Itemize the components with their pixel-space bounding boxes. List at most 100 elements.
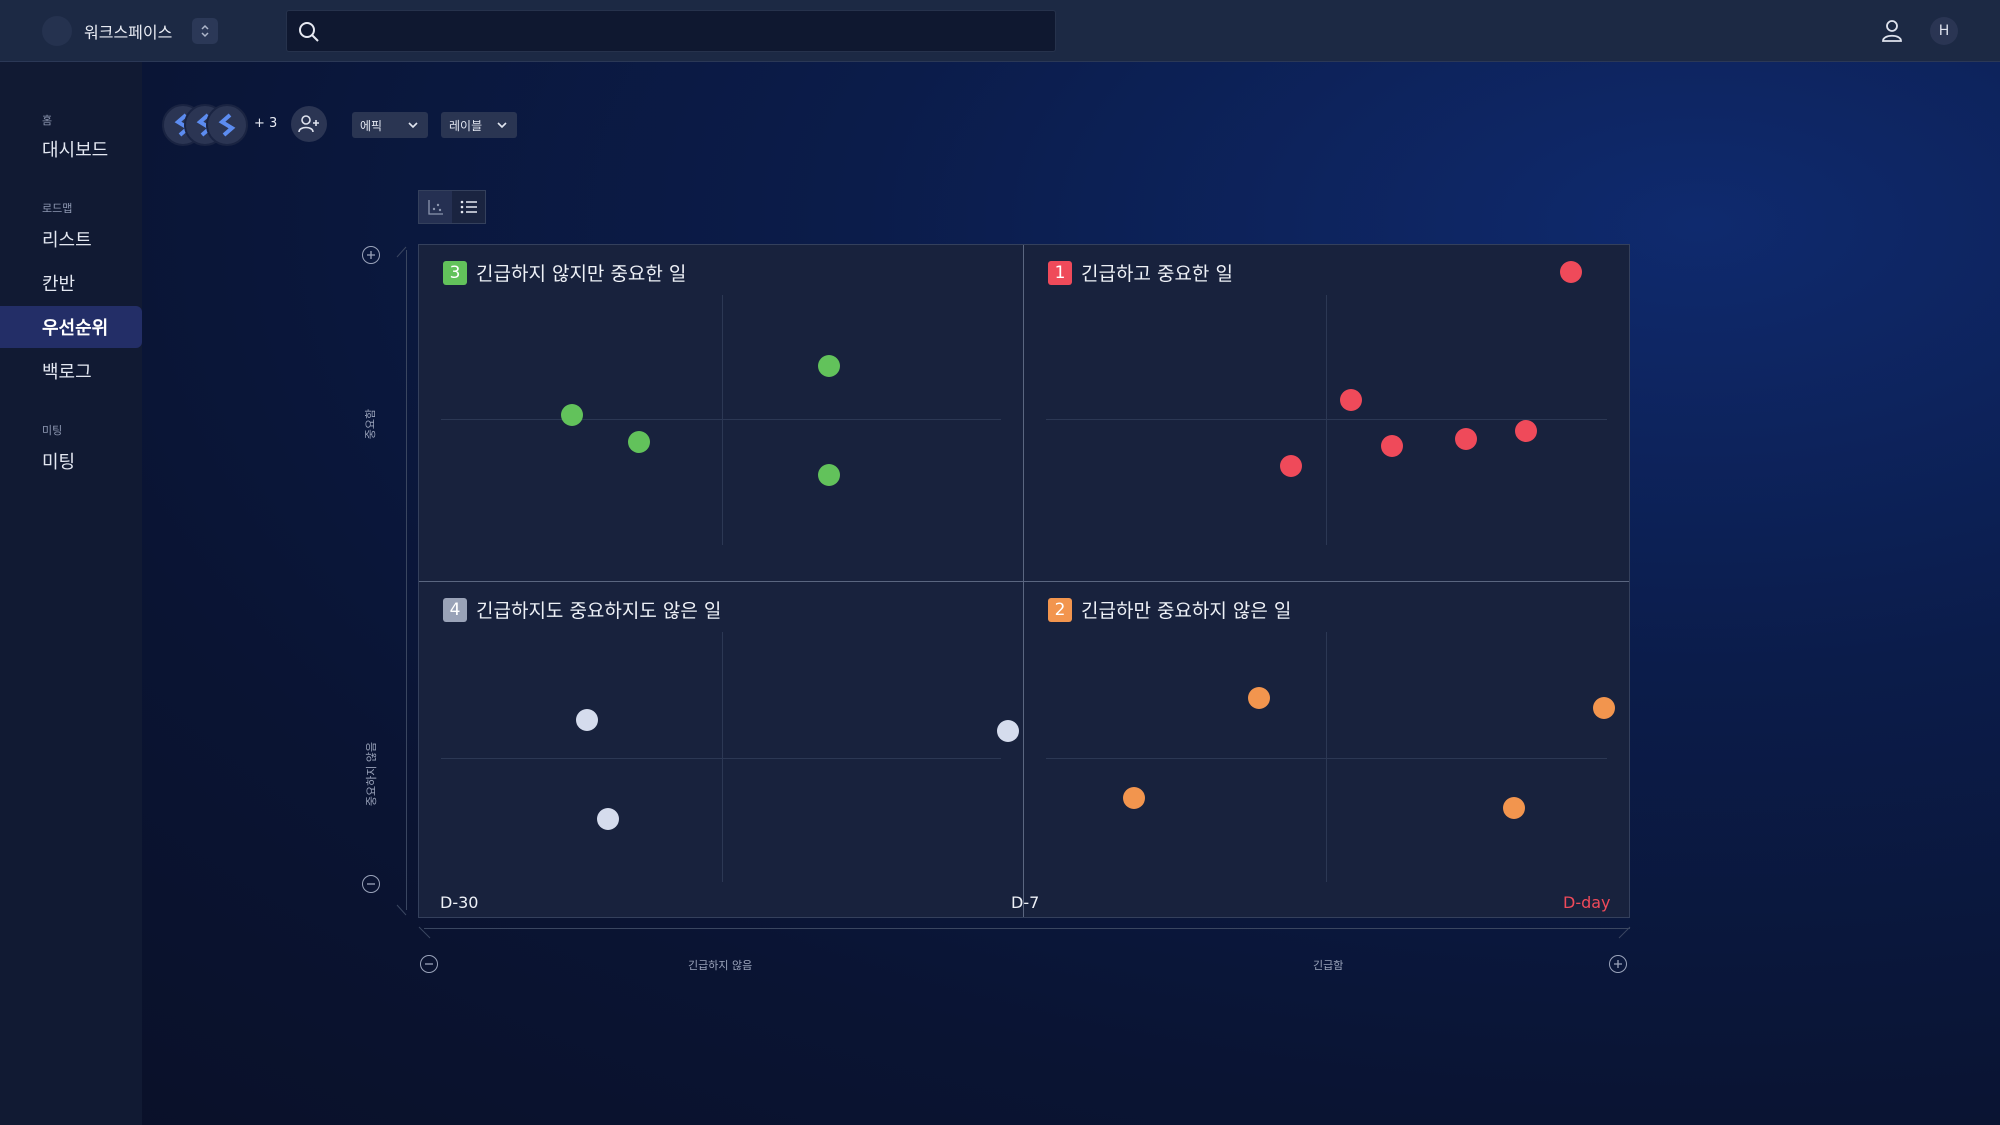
x-tick-dday: D-day [1563,893,1611,912]
task-dot[interactable] [1503,797,1525,819]
quadrant-title: 2 긴급하만 중요하지 않은 일 [1048,596,1291,623]
quadrant-title-text: 긴급하지 않지만 중요한 일 [476,263,687,285]
add-member-button[interactable] [291,106,327,142]
list-view-button[interactable] [452,191,485,223]
chevron-down-icon [408,122,418,129]
search-icon [299,22,319,42]
task-dot[interactable] [576,709,598,731]
add-user-icon [298,115,319,133]
x-axis-right-tick [1618,926,1631,939]
y-axis-line [406,250,407,910]
task-dot[interactable] [1248,687,1270,709]
x-tick-d7: D-7 [1011,893,1040,912]
grid-line [441,758,1001,759]
extra-members-count[interactable]: + 3 [254,116,278,131]
label-filter-label: 레이블 [449,118,483,133]
stripe-logo-icon [196,113,214,137]
grid-line [722,295,723,545]
nav-group-meeting: 미팅 [42,424,63,437]
y-axis-not-important-label: 중요하지 않음 [365,741,378,807]
x-axis-line [424,928,1630,929]
sidebar-item-meeting[interactable]: 미팅 [42,452,76,473]
workspace-avatar [42,16,72,46]
workspace-selector[interactable]: 워크스페이스 [42,16,219,46]
view-toggle [418,190,486,224]
task-dot[interactable] [1340,389,1362,411]
priority-matrix: 3 긴급하지 않지만 중요한 일 1 긴급하고 중요한 일 4 긴급하지도 중요… [418,244,1630,918]
scatter-chart-icon [427,200,443,215]
sidebar-item-priority[interactable]: 우선순위 [0,306,142,348]
x-axis-left-tick [418,926,431,939]
quadrant-title-text: 긴급하만 중요하지 않은 일 [1081,600,1292,622]
grid-line [722,632,723,882]
task-dot[interactable] [1280,455,1302,477]
x-axis-not-urgent-label: 긴급하지 않음 [688,959,753,972]
user-icon[interactable] [1878,17,1906,45]
task-dot[interactable] [818,355,840,377]
task-dot[interactable] [1515,420,1537,442]
quadrant-title: 1 긴급하고 중요한 일 [1048,259,1233,286]
zoom-out-x-button[interactable] [420,955,438,973]
plus-icon [367,251,375,259]
profile-avatar[interactable]: H [1930,17,1958,45]
stripe-logo-icon [218,113,236,137]
member-avatars[interactable] [162,104,272,146]
zoom-in-x-button[interactable] [1609,955,1627,973]
top-bar: 워크스페이스 H [0,0,2000,62]
scatter-view-button[interactable] [419,191,452,223]
minus-icon [425,963,433,965]
sidebar: 홈 대시보드 로드맵 리스트 칸반 우선순위 백로그 미팅 미팅 [0,62,142,1125]
task-dot[interactable] [1593,697,1615,719]
sidebar-item-kanban[interactable]: 칸반 [42,274,76,295]
task-dot[interactable] [1381,435,1403,457]
workspace-switch-button[interactable] [192,18,219,44]
grid-line [1326,632,1327,882]
zoom-out-y-button[interactable] [362,875,380,893]
quadrant-badge: 4 [443,597,467,622]
quadrant-urgent-important: 1 긴급하고 중요한 일 [1024,245,1629,581]
sidebar-item-backlog[interactable]: 백로그 [42,362,92,383]
zoom-in-y-button[interactable] [362,246,380,264]
minus-icon [367,883,375,885]
task-dot[interactable] [818,464,840,486]
quadrant-urgent-not-important: 2 긴급하만 중요하지 않은 일 [1024,582,1629,917]
sidebar-item-dashboard[interactable]: 대시보드 [42,140,109,161]
list-icon [460,200,477,214]
x-axis-urgent-label: 긴급함 [1313,959,1344,972]
epic-filter-dropdown[interactable]: 에픽 [352,112,428,138]
search-bar[interactable] [286,10,1056,52]
stripe-logo-icon [174,113,192,137]
task-dot[interactable] [1560,261,1582,283]
y-axis-bottom-tick [396,904,407,916]
quadrant-title-text: 긴급하지도 중요하지도 않은 일 [476,600,722,622]
quadrant-badge: 2 [1048,597,1072,622]
task-dot[interactable] [1455,428,1477,450]
nav-group-home: 홈 [42,114,53,127]
y-axis-top-tick [396,246,407,258]
chevron-down-icon [497,122,507,129]
chevron-up-down-icon [201,24,209,38]
avatar[interactable] [206,104,248,146]
task-dot[interactable] [561,404,583,426]
plus-icon [1614,960,1622,968]
epic-filter-label: 에픽 [360,118,383,133]
task-dot[interactable] [1123,787,1145,809]
sidebar-item-list[interactable]: 리스트 [42,230,92,251]
task-dot[interactable] [597,808,619,830]
quadrant-divider-horizontal [419,581,1629,582]
quadrant-badge: 1 [1048,260,1072,285]
quadrant-title: 3 긴급하지 않지만 중요한 일 [443,259,686,286]
y-axis-important-label: 중요함 [364,408,377,440]
workspace-name: 워크스페이스 [84,23,173,42]
quadrant-title: 4 긴급하지도 중요하지도 않은 일 [443,596,721,623]
task-dot[interactable] [997,720,1019,742]
quadrant-not-urgent-important: 3 긴급하지 않지만 중요한 일 [419,245,1023,581]
grid-line [1326,295,1327,545]
quadrant-title-text: 긴급하고 중요한 일 [1081,263,1233,285]
x-tick-d30: D-30 [440,893,479,912]
label-filter-dropdown[interactable]: 레이블 [441,112,517,138]
nav-group-roadmap: 로드맵 [42,202,73,215]
grid-line [441,419,1001,420]
quadrant-neither: 4 긴급하지도 중요하지도 않은 일 [419,582,1023,917]
task-dot[interactable] [628,431,650,453]
